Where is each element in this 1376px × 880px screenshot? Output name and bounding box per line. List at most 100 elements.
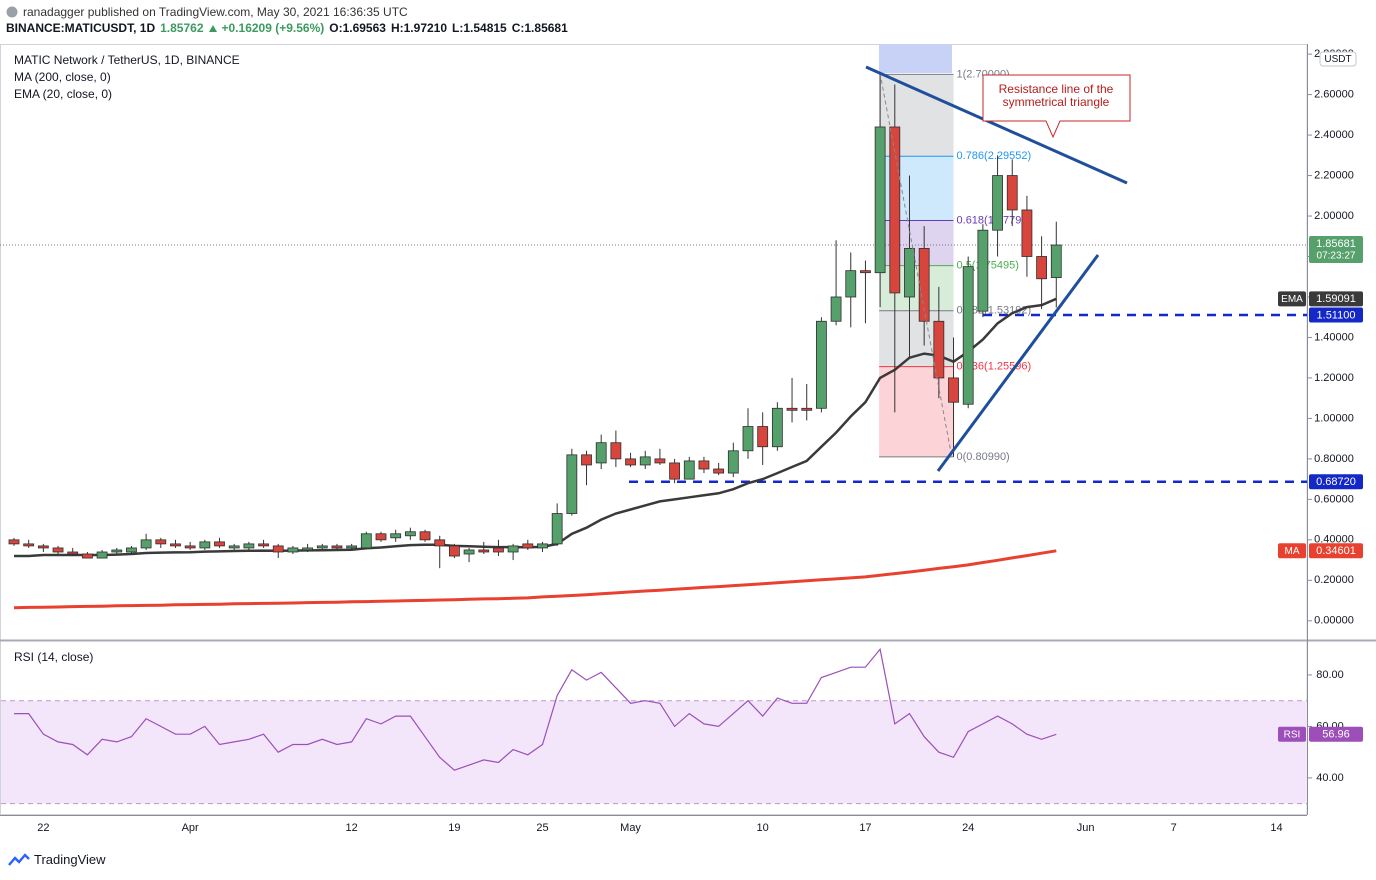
price-change: +0.16209 (+9.56%): [221, 21, 325, 35]
series-tag-label: MA: [1285, 546, 1300, 557]
candle-body: [155, 539, 167, 545]
candle-body: [478, 549, 490, 553]
candle-body: [375, 533, 387, 541]
symbol-line: BINANCE:MATICUSDT, 1D 1.85762 +0.16209 (…: [6, 21, 568, 35]
brand: TradingView: [34, 852, 106, 867]
candle-body: [742, 426, 754, 452]
candle-body: [874, 126, 886, 274]
candle-body: [111, 549, 123, 553]
candle-body: [654, 458, 666, 464]
indicator-line: [14, 297, 1057, 558]
candle-body: [258, 543, 269, 547]
value-badge-label: 56.96: [1322, 729, 1350, 741]
candle-body: [1036, 256, 1047, 280]
candle-body: [199, 541, 211, 549]
x-tick-label: 25: [536, 822, 548, 834]
candle-body: [595, 442, 607, 464]
candle-body: [493, 547, 504, 553]
y-tick-label: 1.20000: [1314, 372, 1354, 384]
ohlc-close: C:1.85681: [511, 21, 568, 35]
last-price-badge: [1309, 236, 1363, 264]
candle-body: [434, 539, 446, 547]
candle-body: [463, 549, 475, 555]
candle-body: [272, 545, 284, 553]
x-tick-label: May: [620, 822, 641, 834]
symbol: BINANCE:MATICUSDT, 1D: [6, 21, 156, 35]
x-tick-label: 12: [346, 822, 358, 834]
currency-badge: [1319, 51, 1357, 67]
candle-body: [228, 545, 240, 549]
candle-body: [551, 513, 563, 545]
x-tick-label: 14: [1270, 822, 1282, 834]
candle-body: [170, 543, 181, 547]
y-tick-label: 2.20000: [1314, 169, 1354, 181]
candle-body: [67, 551, 79, 555]
value-badge: [1309, 726, 1363, 742]
candle-body: [757, 426, 769, 448]
candle-body: [287, 547, 299, 553]
avatar-icon: [6, 6, 18, 18]
y-tick-label: 0.60000: [1314, 493, 1354, 505]
y-tick-label: 2.00000: [1314, 210, 1354, 222]
candle-body: [522, 543, 534, 549]
y-tick-label: 0.40000: [1314, 534, 1354, 546]
candle-body: [390, 533, 402, 539]
drawings: Resistance line of the symmetrical trian…: [865, 65, 1131, 472]
candle-body: [8, 539, 20, 545]
up-arrow: [208, 25, 217, 32]
candle-body: [184, 545, 196, 549]
candle-body: [316, 545, 328, 549]
value-badge-label: 0.34601: [1316, 545, 1356, 557]
value-badge: [1309, 474, 1363, 490]
value-badge-label: 1.59091: [1316, 293, 1356, 305]
value-badge: [1309, 543, 1363, 559]
y-tick-label: 40.00: [1316, 772, 1344, 784]
candle-body: [992, 175, 1003, 231]
value-badge-label: 0.68720: [1316, 476, 1356, 488]
fib-label: 0(0.80990): [957, 451, 1010, 463]
fib-label: 0.786(2.29552): [957, 150, 1032, 162]
ohlc-open: O:1.69563: [329, 21, 386, 35]
x-tick-label: 19: [448, 822, 460, 834]
candle-body: [771, 407, 783, 448]
candle-body: [830, 296, 842, 322]
countdown-label: 07:23:27: [1317, 251, 1356, 262]
candle-body: [566, 454, 578, 514]
x-tick-label: Jun: [1077, 822, 1095, 834]
rsi-title: RSI (14, close): [14, 650, 93, 664]
candle-body: [243, 543, 255, 549]
value-badge-label: 1.51100: [1317, 309, 1356, 321]
last-price-label: 1.85681: [1316, 238, 1356, 250]
annotation-text: symmetrical triangle: [1003, 95, 1110, 109]
candle-body: [581, 454, 592, 466]
series-tag: [1278, 543, 1306, 559]
candle-body: [507, 545, 519, 553]
fibonacci: 1(2.70000)0.786(2.29552)0.618(1.97798)0.…: [879, 68, 1031, 463]
candle-body: [801, 407, 813, 411]
value-badge: [1309, 307, 1363, 323]
candle-body: [816, 320, 827, 409]
candle-body: [933, 320, 945, 379]
chart-title: MATIC Network / TetherUS, 1D, BINANCE: [14, 53, 240, 67]
candle-body: [1006, 175, 1018, 211]
candle-body: [1021, 209, 1033, 257]
fib-range-top: [879, 44, 952, 73]
indicator-lines: [0, 244, 1307, 610]
x-tick-label: 24: [962, 822, 974, 834]
candles: [8, 74, 1062, 569]
candle-body: [639, 456, 651, 466]
axis-badges: 1.51100 0.68720 0.34601 MA 1.59091 EMA 56.96 RS…: [1278, 51, 1363, 742]
series-tag-label: EMA: [1281, 294, 1303, 305]
indicator-line: [13, 549, 1057, 610]
candle-body: [302, 547, 314, 551]
candle-body: [52, 547, 64, 553]
candle-body: [918, 248, 930, 322]
candle-body: [962, 266, 974, 405]
series-tag-label: RSI: [1284, 729, 1301, 740]
publisher-line: ranadagger published on TradingView.com,…: [6, 5, 408, 19]
candle-body: [82, 553, 93, 559]
footer: TradingView: [8, 852, 106, 867]
brand-logo: [8, 852, 30, 866]
